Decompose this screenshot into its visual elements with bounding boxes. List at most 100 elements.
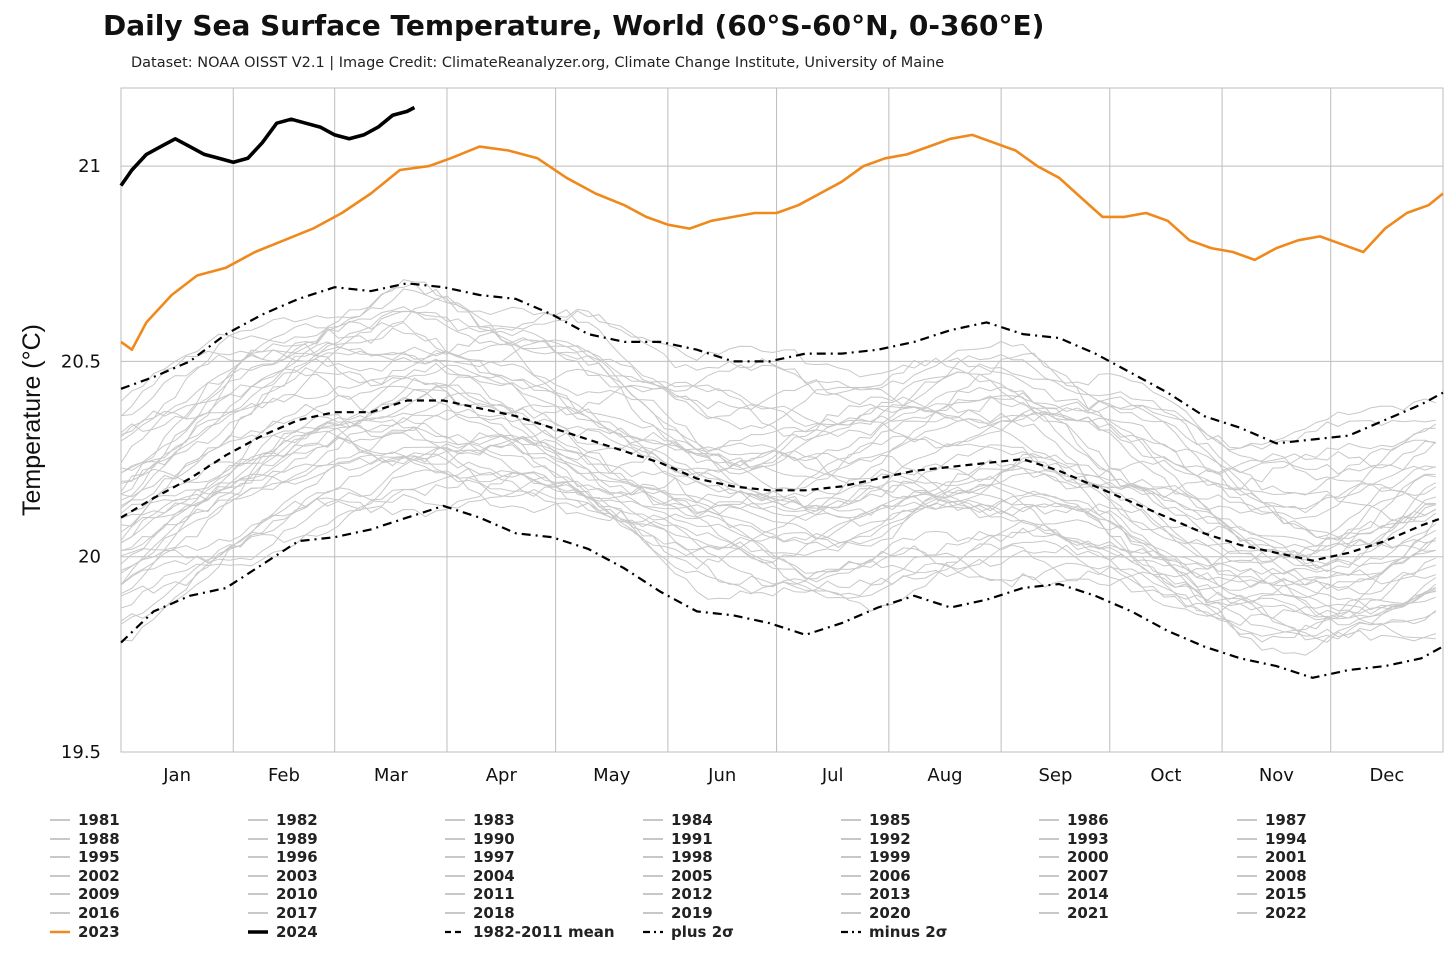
historical-line <box>120 408 1436 595</box>
legend-label: 2001 <box>1265 848 1307 866</box>
legend-label: 2013 <box>869 885 911 903</box>
x-tick-label: Sep <box>1038 765 1072 786</box>
legend-label: 2021 <box>1067 904 1109 922</box>
legend-label: 2008 <box>1265 867 1307 885</box>
historical-line <box>120 455 1436 605</box>
legend-label: 1990 <box>473 830 515 848</box>
plot-frame <box>120 87 1444 753</box>
legend-label: 1999 <box>869 848 911 866</box>
legend-label: 2018 <box>473 904 515 922</box>
series-2023-line <box>120 133 1444 351</box>
y-tick-label: 20 <box>78 547 101 568</box>
legend-label: 1984 <box>671 811 713 829</box>
historical-line <box>120 433 1437 570</box>
historical-line <box>120 308 1436 451</box>
legend-label: minus 2σ <box>869 923 947 941</box>
historical-line <box>120 430 1437 591</box>
legend-label: 2017 <box>276 904 318 922</box>
legend-label: 2010 <box>276 885 318 903</box>
legend-label: 2020 <box>869 904 911 922</box>
historical-line <box>120 417 1436 585</box>
chart-title: Daily Sea Surface Temperature, World (60… <box>103 9 1044 42</box>
historical-line <box>120 282 1436 471</box>
legend-label: 1983 <box>473 811 515 829</box>
x-tick-label: Feb <box>268 765 300 786</box>
historical-line <box>120 426 1436 643</box>
legend-label: 1989 <box>276 830 318 848</box>
x-tick-label: Jun <box>707 765 736 786</box>
plot-area: 19.5 20 20.5 21 Jan Feb Mar Apr May Jun Jul Aug Sep O… <box>61 87 1444 786</box>
legend-label: 2012 <box>671 885 713 903</box>
plus-2-sigma-line <box>120 282 1444 445</box>
legend-label: 2016 <box>78 904 120 922</box>
legend-label: 2019 <box>671 904 713 922</box>
legend-label: 1995 <box>78 848 120 866</box>
x-tick-label: Jul <box>821 765 844 786</box>
historical-line <box>120 329 1437 486</box>
legend-label: 2023 <box>78 923 120 941</box>
historical-line <box>120 368 1436 571</box>
chart-subtitle: Dataset: NOAA OISST V2.1 | Image Credit:… <box>131 55 944 71</box>
x-tick-label: May <box>593 765 631 786</box>
minus-2-sigma-line <box>120 504 1444 679</box>
historical-line <box>120 343 1437 520</box>
y-tick-label: 19.5 <box>61 742 101 763</box>
x-tick-label: Oct <box>1150 765 1181 786</box>
legend-label: 1986 <box>1067 811 1109 829</box>
historical-line <box>120 374 1437 538</box>
legend-label: 2014 <box>1067 885 1109 903</box>
historical-line <box>120 467 1436 641</box>
legend-label: 2000 <box>1067 848 1109 866</box>
legend-label: plus 2σ <box>671 923 734 941</box>
historical-line <box>120 479 1437 626</box>
legend-label: 1998 <box>671 848 713 866</box>
x-tick-label: Mar <box>374 765 409 786</box>
legend-label: 2015 <box>1265 885 1307 903</box>
historical-line <box>120 320 1436 491</box>
legend-label: 1997 <box>473 848 515 866</box>
historical-line <box>120 446 1437 643</box>
legend-label: 2004 <box>473 867 515 885</box>
legend-label: 1994 <box>1265 830 1307 848</box>
historical-line <box>120 339 1436 475</box>
legend-label: 2011 <box>473 885 515 903</box>
x-tick-label: Dec <box>1369 765 1404 786</box>
x-tick-label: Apr <box>486 765 518 786</box>
legend-label: 2006 <box>869 867 911 885</box>
historical-line <box>120 451 1436 637</box>
legend-label: 2003 <box>276 867 318 885</box>
legend-label: 2009 <box>78 885 120 903</box>
y-tick-label: 20.5 <box>61 351 101 372</box>
y-axis-label: Temperature (°C) <box>18 324 46 516</box>
legend-label: 1985 <box>869 811 911 829</box>
legend-label: 1993 <box>1067 830 1109 848</box>
legend-label: 1982-2011 mean <box>473 923 615 941</box>
legend-label: 2005 <box>671 867 713 885</box>
historical-line <box>120 388 1436 549</box>
legend-label: 1992 <box>869 830 911 848</box>
x-tick-label: Nov <box>1259 765 1294 786</box>
historical-line <box>120 288 1436 496</box>
historical-line <box>120 306 1436 449</box>
y-tick-label: 21 <box>78 156 101 177</box>
historical-line <box>120 470 1436 626</box>
series-2024-line <box>119 105 416 187</box>
historical-line <box>120 438 1436 611</box>
historical-line <box>120 403 1437 617</box>
legend-label: 2007 <box>1067 867 1109 885</box>
legend-label: 2002 <box>78 867 120 885</box>
legend-label: 2024 <box>276 923 318 941</box>
legend-label: 1991 <box>671 830 713 848</box>
legend-label: 1996 <box>276 848 318 866</box>
x-tick-label: Aug <box>927 765 962 786</box>
legend-label: 1987 <box>1265 811 1307 829</box>
x-tick-label: Jan <box>162 765 191 786</box>
mean-line <box>120 399 1444 562</box>
historical-traces <box>120 279 1437 656</box>
historical-line <box>120 354 1436 559</box>
legend-label: 2022 <box>1265 904 1307 922</box>
historical-line <box>120 377 1436 561</box>
legend-label: 1982 <box>276 811 318 829</box>
